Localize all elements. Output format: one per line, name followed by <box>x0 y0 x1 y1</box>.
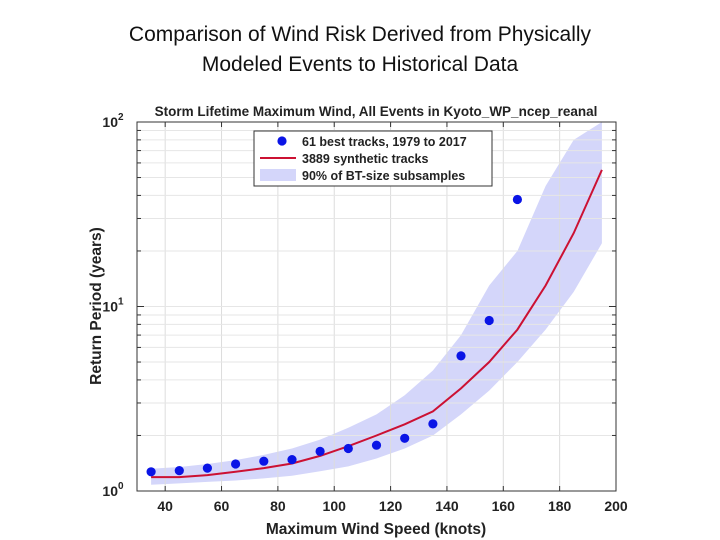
synthetic-line-layer <box>151 169 603 479</box>
x-tick-label: 160 <box>492 498 516 514</box>
x-tick-label: 120 <box>379 498 403 514</box>
best-track-point <box>512 194 523 205</box>
best-track-point <box>428 419 438 429</box>
x-tick-label: 40 <box>157 498 173 514</box>
best-track-point <box>287 455 297 465</box>
x-tick-label: 140 <box>435 498 459 514</box>
best-track-point <box>202 463 212 473</box>
slide-title-line-1: Comparison of Wind Risk Derived from Phy… <box>128 23 592 46</box>
best-track-points-layer <box>146 194 523 477</box>
best-track-point <box>315 446 325 456</box>
best-track-point <box>343 443 353 454</box>
x-tick-label: 60 <box>214 498 230 514</box>
tick-labels-layer: 40 60 80 100 120 140 160 180 200 100 101 102 <box>102 112 627 514</box>
legend-label-best-tracks: 61 best tracks, 1979 to 2017 <box>302 135 467 149</box>
best-track-point <box>371 440 382 450</box>
legend-swatch-band <box>260 169 296 181</box>
y-tick-label: 100 <box>102 481 124 499</box>
best-track-point <box>456 351 466 361</box>
x-axis-label: Maximum Wind Speed (knots) <box>266 521 486 538</box>
best-track-point <box>259 456 269 466</box>
x-tick-label: 80 <box>270 498 286 514</box>
slide-title: Comparison of Wind Risk Derived from Phy… <box>40 20 680 80</box>
x-tick-label: 200 <box>604 498 628 514</box>
chart-title: Storm Lifetime Maximum Wind, All Events … <box>155 104 598 119</box>
legend-marker-best-tracks <box>277 136 287 146</box>
best-track-point <box>400 433 410 443</box>
best-track-point <box>146 467 156 477</box>
synthetic-tracks-line <box>151 169 603 479</box>
legend: 61 best tracks, 1979 to 2017 3889 synthet… <box>253 130 493 187</box>
x-tick-label: 100 <box>323 498 347 514</box>
y-tick-label: 101 <box>102 297 124 315</box>
y-axis-label: Return Period (years) <box>88 227 105 385</box>
best-track-point <box>484 315 494 326</box>
best-track-point <box>174 466 184 476</box>
best-track-point <box>231 459 241 469</box>
legend-label-band: 90% of BT-size subsamples <box>302 169 465 183</box>
legend-label-synthetic: 3889 synthetic tracks <box>302 152 429 166</box>
subsample-band-layer <box>151 122 602 485</box>
subsample-band <box>151 122 602 485</box>
slide-title-line-2: Modeled Events to Historical Data <box>201 53 519 76</box>
y-tick-label: 102 <box>102 112 124 130</box>
x-tick-label: 180 <box>548 498 572 514</box>
